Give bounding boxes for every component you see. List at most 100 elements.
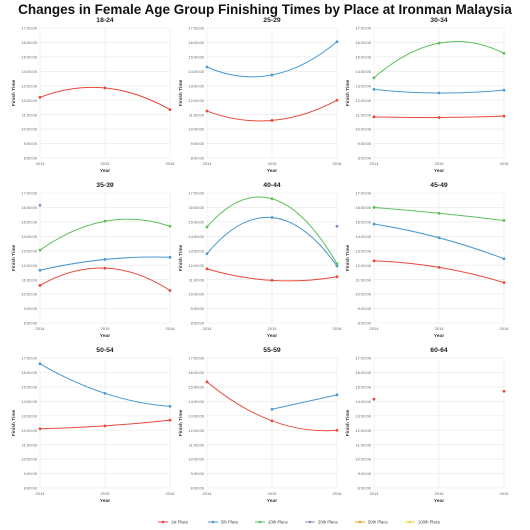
y-tick-label: 9:00:00: [358, 306, 372, 311]
y-tick-label: 11:00:00: [22, 442, 38, 447]
legend-label-5th-place: 5th Place: [221, 520, 239, 525]
data-point-10th-place: [205, 225, 209, 229]
data-point-10th-place: [38, 248, 42, 252]
x-tick-label: 2015: [101, 161, 111, 166]
y-tick-label: 14:00:00: [21, 69, 37, 74]
x-tick-label: 2016: [500, 326, 510, 331]
y-tick-label: 10:00:00: [355, 292, 371, 297]
panel-45-49: 45-49 8:00:00 9:00:00 10:00:00 11:00:00 12:00…: [345, 182, 509, 339]
y-tick-label: 14:00:00: [188, 399, 204, 404]
y-tick-label: 9:00:00: [24, 141, 38, 146]
x-axis-label: Year: [267, 498, 277, 504]
legend-label-50th-place: 50th Place: [368, 520, 388, 525]
legend-label-1st-place: 1st Place: [171, 520, 189, 525]
y-tick-label: 9:00:00: [358, 141, 372, 146]
x-axis-label: Year: [100, 498, 110, 504]
data-point-10th-place: [335, 262, 339, 266]
panel-30-34: 30-34 8:00:00 9:00:00 10:00:00 11:00:00 12:00…: [345, 17, 509, 174]
y-tick-label: 16:00:00: [21, 370, 37, 375]
legend-label-100th-place: 100th Place: [418, 520, 441, 525]
data-point-1st-place: [502, 281, 506, 284]
data-point-1st-place: [103, 424, 107, 428]
y-tick-label: 11:00:00: [189, 442, 205, 447]
series-line-5th-place: [271, 394, 338, 410]
data-point-1st-place: [168, 289, 172, 292]
y-tick-label: 8:00:00: [191, 321, 205, 326]
y-tick-label: 11:00:00: [189, 277, 205, 282]
data-point-10th-place: [270, 197, 274, 201]
data-point-1st-place: [38, 427, 42, 431]
x-tick-label: 2016: [333, 161, 343, 166]
y-tick-label: 15:00:00: [188, 384, 204, 389]
panel-title: 18-24: [96, 17, 114, 24]
legend-marker-50th-place: [358, 520, 362, 524]
data-point-5th-place: [168, 255, 172, 259]
data-point-10th-place: [372, 206, 376, 209]
data-point-1st-place: [335, 275, 339, 279]
y-tick-label: 16:00:00: [355, 370, 371, 375]
y-tick-label: 13:00:00: [188, 248, 204, 253]
y-tick-label: 16:00:00: [188, 370, 204, 375]
y-tick-label: 17:00:00: [21, 191, 37, 196]
x-tick-label: 2015: [435, 326, 445, 331]
y-tick-label: 12:00:00: [188, 428, 204, 433]
y-tick-label: 10:00:00: [21, 457, 37, 462]
y-tick-label: 15:00:00: [21, 54, 37, 59]
y-tick-label: 15:00:00: [355, 54, 371, 59]
data-point-5th-place: [437, 91, 441, 95]
data-point-1st-place: [372, 397, 376, 401]
legend-marker-10th-place: [258, 520, 262, 524]
data-point-1st-place: [38, 95, 42, 99]
x-tick-label: 2015: [101, 491, 111, 496]
y-axis-label: Finish Time: [11, 409, 17, 436]
y-tick-label: 8:00:00: [191, 156, 205, 161]
data-point-5th-place: [103, 258, 107, 261]
data-point-1st-place: [270, 278, 274, 282]
y-tick-label: 14:00:00: [188, 69, 204, 74]
y-tick-label: 8:00:00: [191, 486, 205, 491]
x-tick-label: 2015: [268, 491, 278, 496]
data-point-1st-place: [205, 380, 209, 384]
x-tick-label: 2014: [370, 491, 380, 496]
y-tick-label: 17:00:00: [355, 191, 371, 196]
y-axis-label: Finish Time: [11, 79, 17, 106]
y-tick-label: 14:00:00: [355, 69, 371, 74]
y-tick-label: 10:00:00: [188, 457, 204, 462]
panel-title: 35-39: [96, 182, 114, 189]
y-tick-label: 10:00:00: [355, 457, 371, 462]
x-axis-label: Year: [267, 168, 277, 174]
y-tick-label: 9:00:00: [191, 471, 205, 476]
data-point-1st-place: [168, 418, 172, 422]
panel-35-39: 35-39 8:00:00 9:00:00 10:00:00 11:00:00 12:00…: [11, 182, 175, 339]
x-axis-label: Year: [434, 333, 444, 339]
data-point-10th-place: [103, 219, 107, 223]
data-point-10th-place: [372, 76, 376, 80]
x-tick-label: 2015: [101, 326, 111, 331]
y-tick-label: 12:00:00: [355, 428, 371, 433]
y-tick-label: 13:00:00: [21, 83, 37, 88]
data-point-1st-place: [205, 109, 209, 113]
data-point-5th-place: [270, 73, 274, 77]
y-tick-label: 17:00:00: [21, 356, 37, 361]
y-tick-label: 15:00:00: [188, 54, 204, 59]
data-point-1st-place: [335, 98, 339, 102]
panel-title: 45-49: [430, 182, 448, 189]
y-tick-label: 9:00:00: [24, 306, 38, 311]
y-axis-label: Finish Time: [178, 244, 184, 271]
y-tick-label: 11:00:00: [356, 442, 372, 447]
x-tick-label: 2014: [36, 491, 46, 496]
data-point-1st-place: [372, 259, 376, 263]
y-tick-label: 12:00:00: [355, 98, 371, 103]
y-tick-label: 12:00:00: [355, 263, 371, 268]
y-tick-label: 9:00:00: [191, 141, 205, 146]
y-tick-label: 11:00:00: [356, 277, 372, 282]
y-tick-label: 13:00:00: [188, 413, 204, 418]
data-point-10th-place: [437, 41, 441, 45]
y-tick-label: 17:00:00: [21, 26, 37, 31]
data-point-5th-place: [502, 88, 506, 92]
y-axis-label: Finish Time: [345, 244, 351, 271]
y-tick-label: 14:00:00: [188, 234, 204, 239]
y-tick-label: 16:00:00: [355, 205, 371, 210]
y-tick-label: 14:00:00: [21, 399, 37, 404]
y-tick-label: 13:00:00: [355, 413, 371, 418]
